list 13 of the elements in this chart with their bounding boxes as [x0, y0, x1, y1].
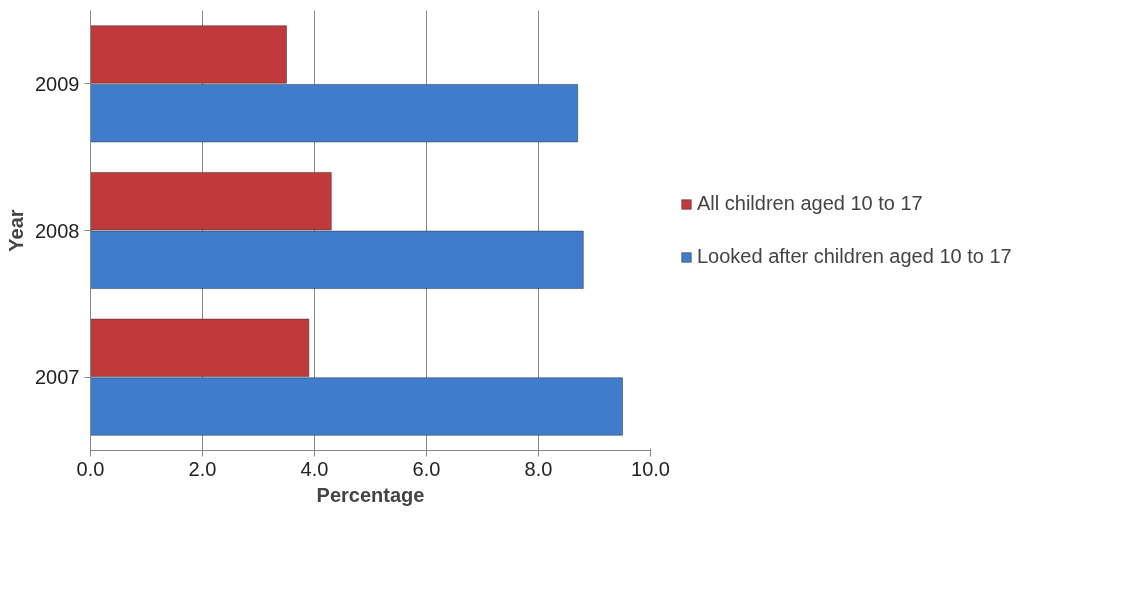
y-tick-label: 2008: [35, 219, 80, 242]
y-axis-title: Year: [5, 209, 28, 252]
x-tick-label: 0.0: [76, 457, 105, 480]
y-tick-label: 2009: [35, 72, 80, 95]
x-axis-title: Percentage: [316, 483, 425, 506]
x-tick-label: 4.0: [300, 457, 329, 480]
y-tick-label: 2007: [35, 366, 80, 389]
x-tick-label: 2.0: [188, 457, 217, 480]
x-tick-label: 6.0: [412, 457, 441, 480]
x-tick-label: 8.0: [524, 457, 553, 480]
x-tick-label: 10.0: [631, 457, 670, 480]
legend-label: All children aged 10 to 17: [697, 192, 923, 215]
legend-label: Looked after children aged 10 to 17: [697, 245, 1012, 268]
